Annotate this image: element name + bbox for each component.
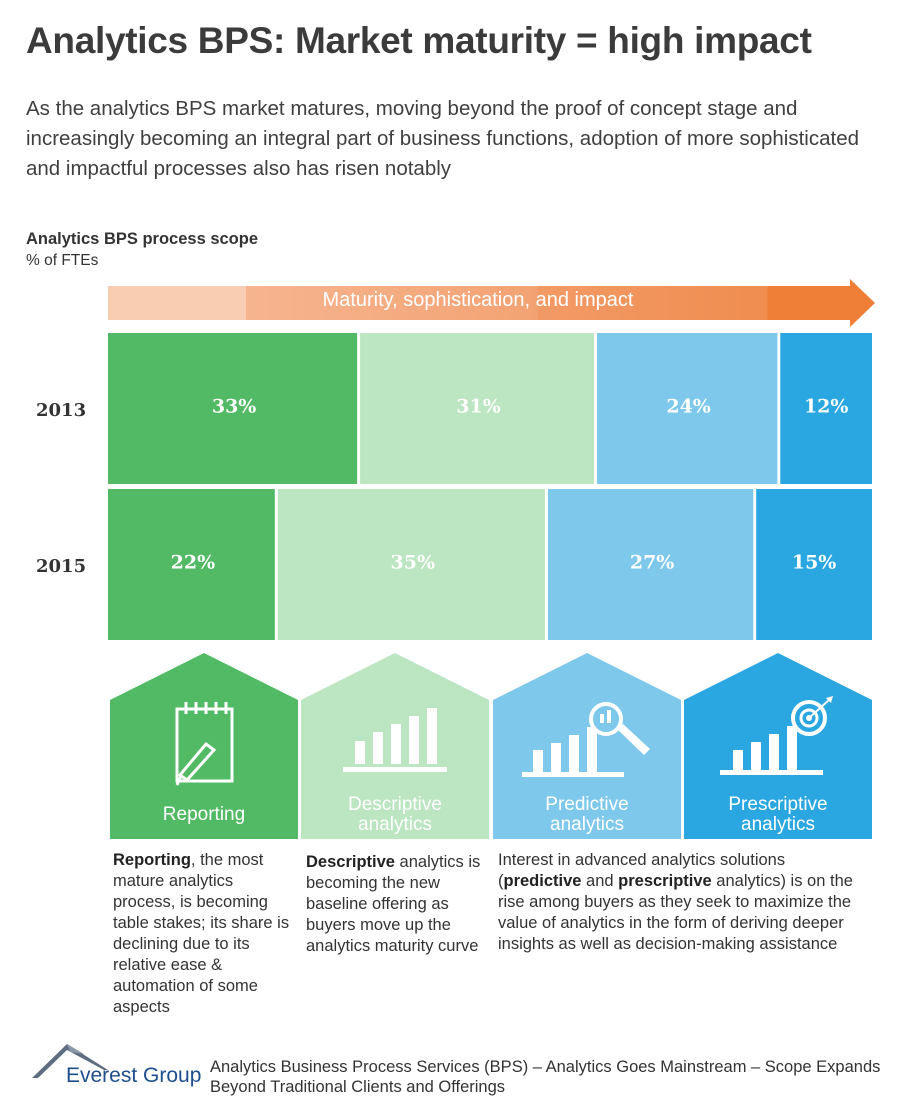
bar-label-2015-descriptive: 35% [391,552,436,574]
notepad-pen-icon [175,702,234,786]
bar-2013-prescriptive [780,333,872,484]
bar-label-2013-descriptive: 31% [456,396,501,418]
target-chart-icon [720,696,833,775]
bar-2013-reporting [108,333,358,484]
bar-label-2015-predictive: 27% [630,552,675,574]
bar-2013-predictive [597,333,778,484]
year-label-2015: 2015 [36,556,87,577]
chart-unit: % of FTEs [26,252,99,269]
maturity-arrow [108,279,875,327]
footer-source: Analytics Business Process Services (BPS… [210,1058,881,1096]
reporting-description-text: , the most mature analytics process, is … [113,851,290,1016]
bar-label-2013-prescriptive: 12% [804,396,849,418]
advanced-description-part1: Interest in advanced analytics solutions… [498,851,786,890]
advanced-description-bold1: predictive [503,872,582,890]
page-title: Analytics BPS: Market maturity = high im… [26,20,812,61]
magnifier-chart-icon [522,702,650,777]
descriptive-description-bold: Descriptive [306,853,395,871]
bar-2015-predictive [547,489,754,640]
bar-2015-reporting [108,489,275,640]
bar-label-2015-reporting: 22% [171,552,216,574]
logo-text: Everest Group [66,1064,202,1087]
advanced-description-part2: and [581,872,619,890]
advanced-description-bold2: prescriptive [618,872,712,890]
house-label-prescriptive-2: analytics [741,814,815,835]
advanced-description: Interest in advanced analytics solutions… [498,850,868,955]
year-label-2013: 2013 [36,400,87,421]
house-label-reporting: Reporting [162,804,246,825]
house-label-predictive-1: Predictive [545,794,629,815]
reporting-description: Reporting, the most mature analytics pro… [113,850,298,1018]
descriptive-description: Descriptive analytics is becoming the ne… [306,852,486,957]
bar-2015-descriptive [277,489,545,640]
everest-logo-icon [32,1044,108,1078]
process-houses [110,653,872,839]
bar-2013-descriptive [360,333,594,484]
house-label-prescriptive-1: Prescriptive [728,794,828,815]
bar-label-2015-prescriptive: 15% [792,552,837,574]
maturity-arrow-label: Maturity, sophistication, and impact [322,289,634,311]
reporting-description-bold: Reporting [113,851,191,869]
stacked-bar-chart: 33% 31% 24% 12% 22% 35% 27% 15% [108,333,872,640]
house-label-descriptive-2: analytics [358,814,432,835]
bar-2015-prescriptive [756,489,872,640]
advanced-description-part3: analytics) is on the rise among buyers a… [498,872,853,953]
descriptive-description-text: analytics is becoming the new baseline o… [306,853,481,955]
house-label-descriptive-1: Descriptive [348,794,442,815]
house-label-predictive-2: analytics [550,814,624,835]
bar-label-2013-reporting: 33% [212,396,257,418]
bar-label-2013-predictive: 24% [666,396,711,418]
chart-title: Analytics BPS process scope [26,230,259,248]
bar-chart-icon [343,708,447,772]
page-subtitle: As the analytics BPS market matures, mov… [26,97,860,180]
